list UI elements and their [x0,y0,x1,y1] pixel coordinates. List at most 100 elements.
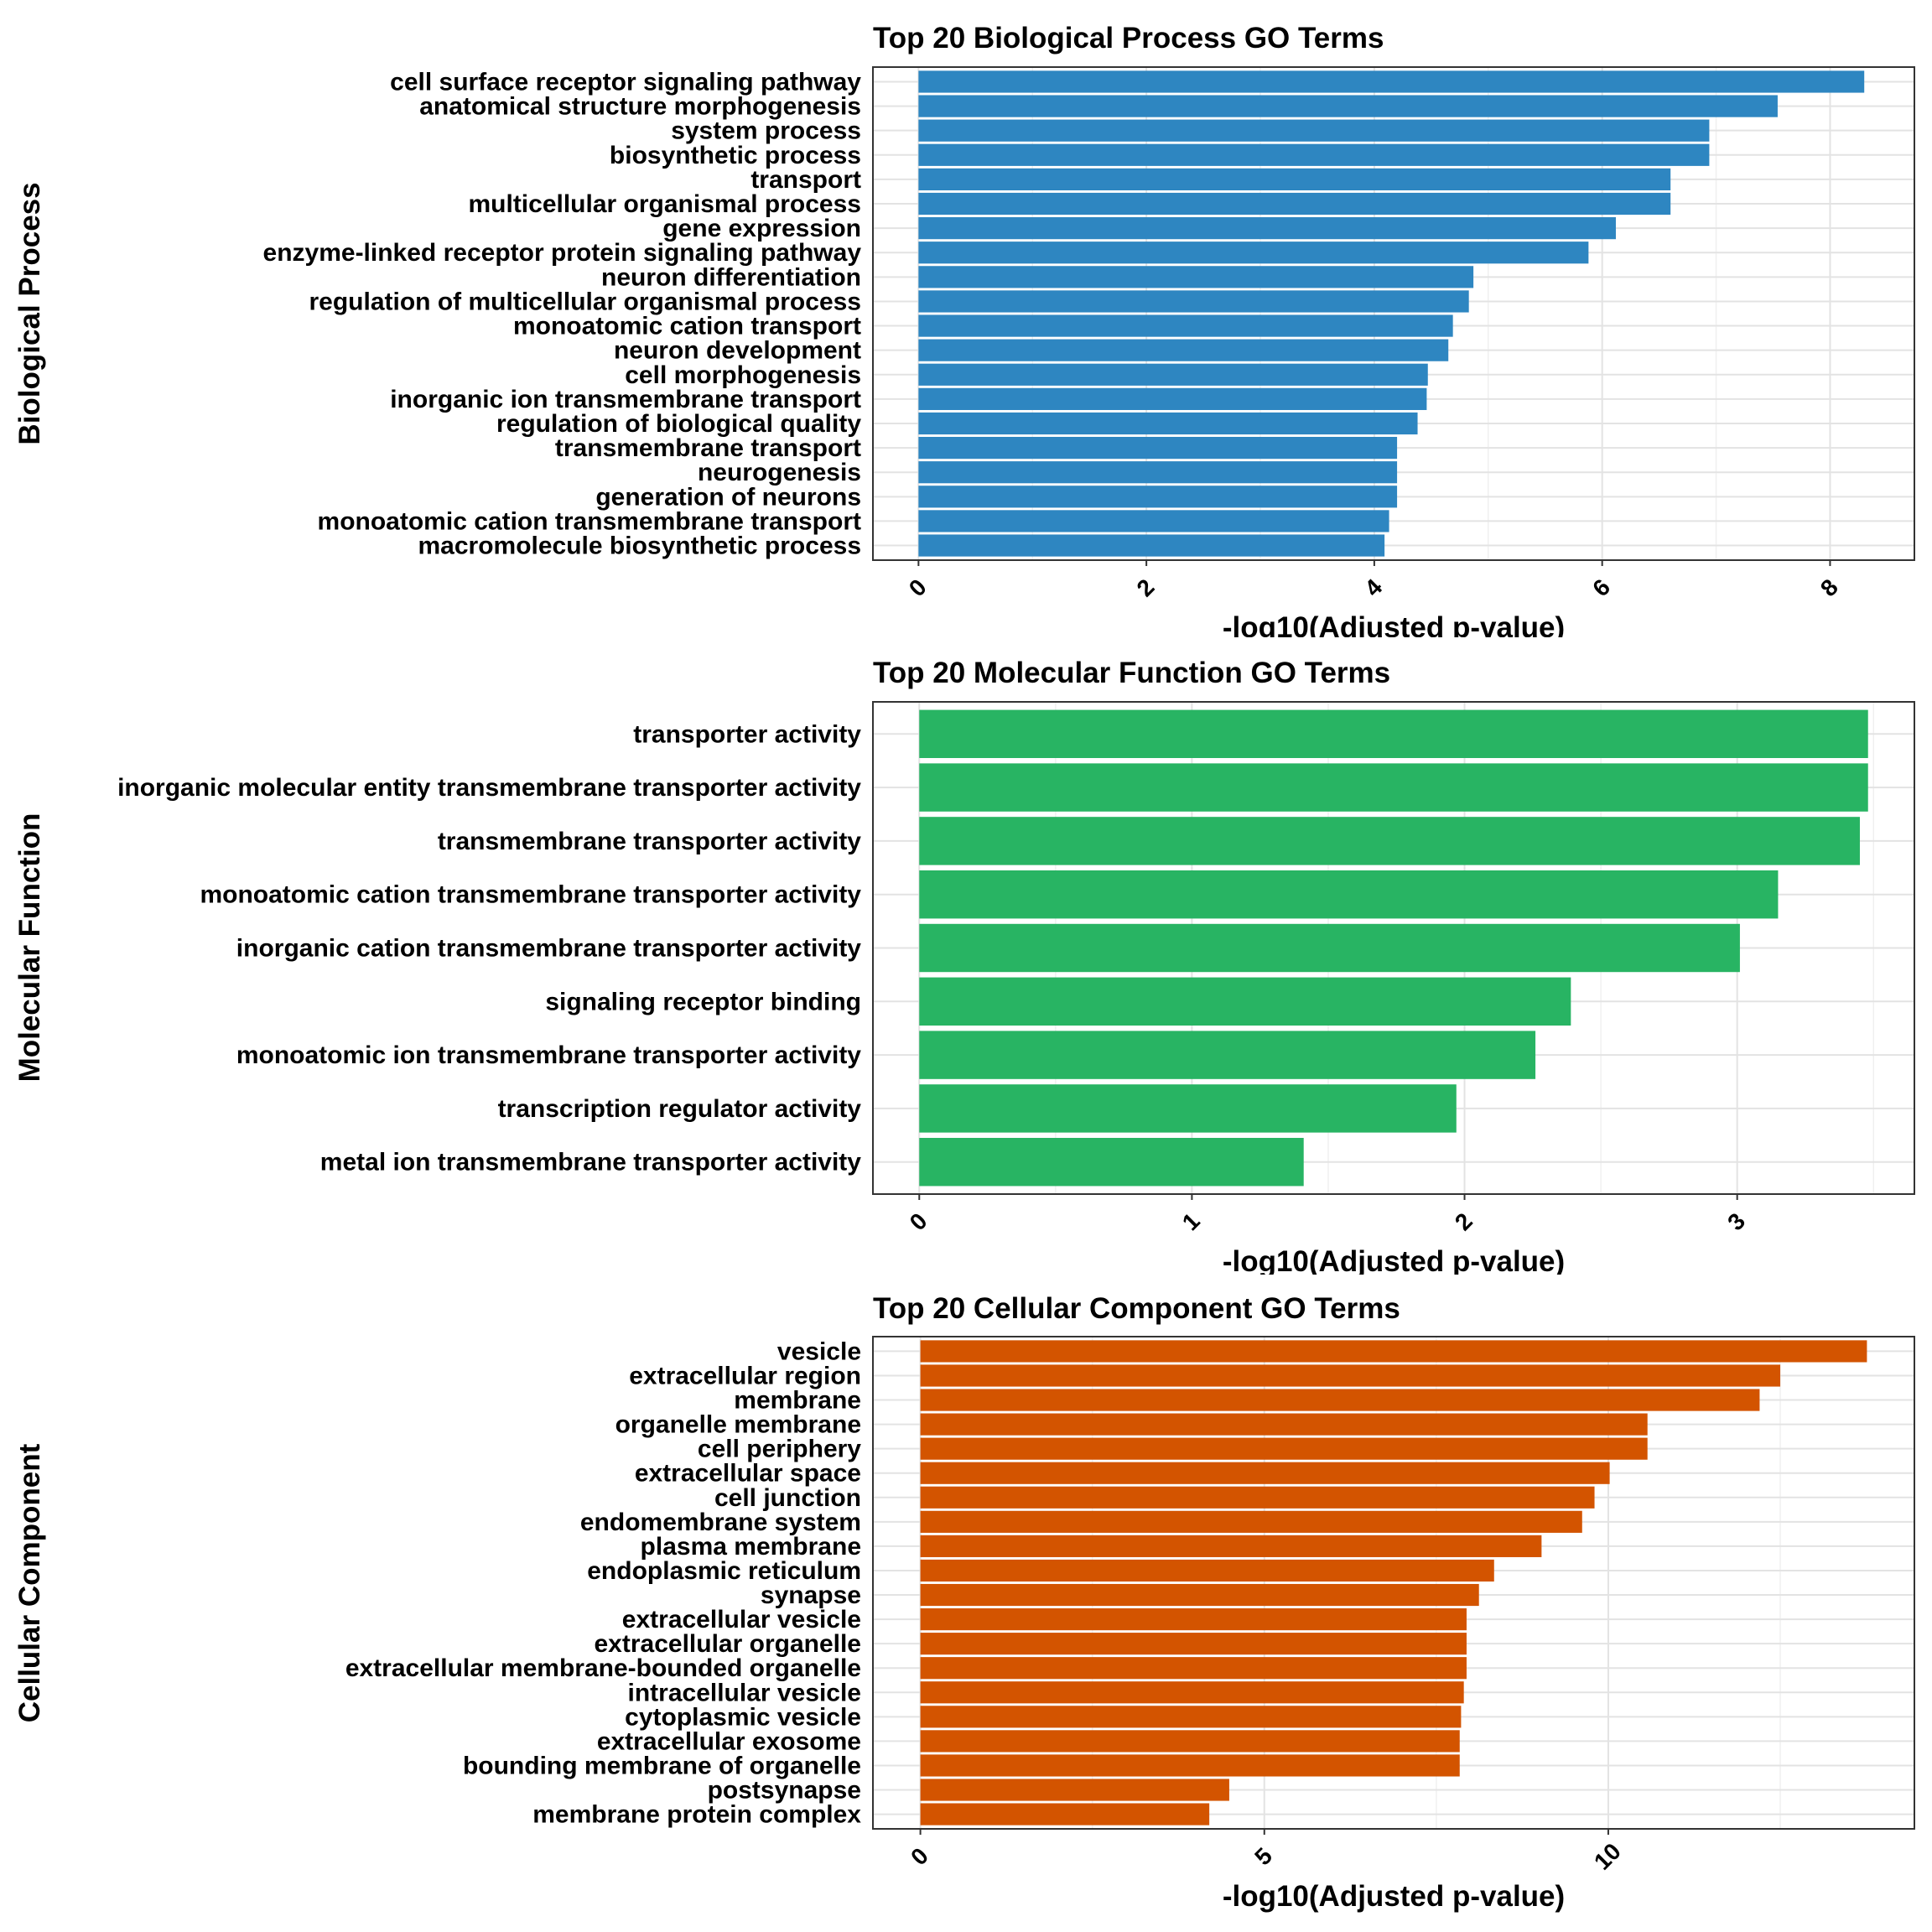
cc-facet-label: Cellular Component [13,1443,46,1722]
bp-x-tick-label: 8 [1815,574,1843,601]
mf-facet-label: Molecular Function [13,813,46,1083]
mf-bar [919,1031,1536,1079]
cc-bar [920,1389,1760,1411]
mf-bar [919,763,1868,812]
bp-bar [918,486,1398,508]
cc-category-label: vesicle [777,1337,861,1365]
mf-category-label: metal ion transmembrane transporter acti… [320,1149,862,1176]
bp-bar [918,534,1385,557]
bp-category-label: anatomical structure morphogenesis [419,93,861,121]
bp-chart-title: Top 20 Biological Process GO Terms [873,22,1384,55]
bp-panel-border [872,66,1915,561]
bp-bar [918,143,1710,166]
mf-category-label: signaling receptor binding [545,988,861,1015]
cc-bar [920,1583,1479,1607]
bp-bar [918,168,1671,190]
bp-bar [918,412,1418,435]
cc-x-tick-label: 5 [1249,1842,1277,1870]
bp-category-label: enzyme-linked receptor protein signaling… [263,239,862,267]
cc-bar [920,1754,1460,1777]
bp-category-label: cell surface receptor signaling pathway [390,68,861,96]
cc-category-label: extracellular membrane-bounded organelle [345,1654,861,1682]
bp-bar [918,461,1398,484]
bp-x-tick-label: 6 [1587,574,1615,601]
cc-chart-title: Top 20 Cellular Component GO Terms [873,1292,1400,1325]
cc-category-label: cell periphery [698,1436,861,1463]
cc-category-label: plasma membrane [641,1533,861,1561]
cc-bar [920,1340,1867,1363]
cc-bar [920,1608,1467,1631]
bp-x-tick-label: 4 [1359,574,1387,601]
cc-category-label: cell junction [714,1484,861,1512]
cc-x-tick-label: 10 [1589,1838,1626,1875]
bp-category-label: multicellular organismal process [468,190,861,218]
cc-category-label: postsynapse [708,1777,861,1805]
bp-category-label: transmembrane transport [555,434,861,462]
mf-panel-border [872,701,1915,1195]
cc-category-label: membrane [734,1387,861,1415]
mf-category-label: transcription regulator activity [498,1095,862,1123]
cc-category-label: extracellular region [629,1362,861,1389]
cc-category-label: cytoplasmic vesicle [625,1703,861,1731]
bp-facet-label: Biological Process [13,182,46,444]
bp-category-label: neurogenesis [698,459,861,486]
bp-bar [918,119,1710,142]
bp-category-label: macromolecule biosynthetic process [418,532,861,560]
bp-category-label: inorganic ion transmembrane transport [390,386,861,413]
bp-bar [918,192,1671,216]
panel-biological-process: cell surface receptor signaling pathway a… [0,0,1932,637]
cc-category-label: endomembrane system [580,1509,861,1536]
mf-x-tick-label: 1 [1177,1208,1205,1235]
bp-bar [918,266,1474,288]
cc-category-label: extracellular vesicle [622,1606,861,1633]
bp-bar [918,290,1469,313]
mf-category-label: inorganic molecular entity transmembrane… [117,774,861,802]
mf-category-label: inorganic cation transmembrane transport… [236,935,862,963]
cc-x-axis-title: -log10(Adjusted p-value) [1223,1880,1565,1913]
cc-panel-border [872,1336,1915,1830]
mf-bar [919,709,1868,758]
bp-category-label: monoatomic cation transmembrane transpor… [318,507,861,535]
bp-x-tick-label: 0 [904,574,932,601]
bp-category-label: cell morphogenesis [625,361,861,389]
cc-bar [920,1462,1610,1484]
cc-category-label: organelle membrane [615,1411,861,1439]
cc-category-label: membrane protein complex [532,1801,861,1829]
cc-category-label: extracellular organelle [595,1630,862,1658]
bp-bar [918,314,1453,337]
cc-category-label: bounding membrane of organelle [463,1752,861,1779]
bp-bar [918,217,1616,240]
mf-chart: transporter activity inorganic molecular … [13,657,1915,1275]
bp-category-label: neuron differentiation [601,263,861,291]
mf-x-tick-label: 0 [905,1208,932,1235]
cc-bar [920,1633,1467,1655]
cc-bar [920,1413,1648,1436]
bp-bar [918,95,1778,117]
cc-bar [920,1510,1582,1533]
cc-category-label: synapse [761,1581,861,1609]
bp-category-label: monoatomic cation transport [513,313,861,340]
bp-chart: cell surface receptor signaling pathwaya… [13,22,1915,637]
mf-category-label: transmembrane transporter activity [438,828,861,855]
bp-bar [918,339,1449,361]
cc-bar [920,1364,1781,1387]
mf-bar [919,923,1740,973]
mf-bar [919,817,1860,865]
cc-bar [920,1803,1210,1826]
cc-bar [920,1779,1229,1801]
cc-x-tick-label: 0 [906,1842,933,1870]
mf-category-label: transporter activity [633,720,861,748]
mf-category-label: monoatomic ion transmembrane transporter… [236,1041,861,1069]
bp-bar [918,242,1589,264]
cc-bar [920,1657,1467,1680]
cc-category-label: extracellular space [635,1460,861,1488]
cc-bar [920,1730,1460,1753]
bp-category-label: regulation of biological quality [496,410,861,438]
bp-category-label: regulation of multicellular organismal p… [309,288,862,315]
cc-bar [920,1486,1595,1509]
bp-category-label: transport [750,166,861,194]
bp-category-label: system process [671,117,861,145]
cc-bar [920,1437,1648,1460]
